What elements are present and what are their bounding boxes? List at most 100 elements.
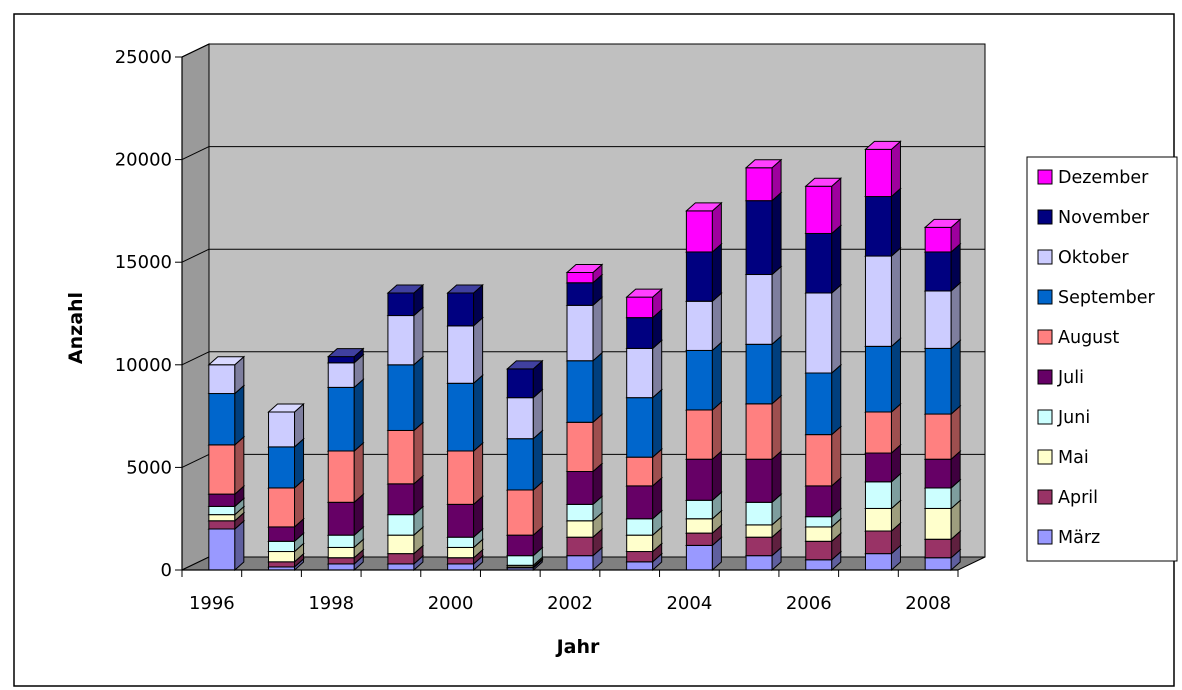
gridline-side xyxy=(181,248,210,263)
bar-front xyxy=(626,397,654,458)
bar-side xyxy=(532,480,543,537)
bar-front xyxy=(924,347,952,415)
bar-segment-November xyxy=(804,224,843,295)
bar-front xyxy=(387,553,415,565)
bar-segment-Oktober xyxy=(207,355,246,395)
bar-front xyxy=(745,343,773,405)
bar-front xyxy=(208,444,236,495)
bar-side xyxy=(652,339,663,399)
bar-segment-September xyxy=(505,429,544,492)
side-wall xyxy=(181,43,210,571)
bar-front xyxy=(864,255,892,347)
bar-front xyxy=(626,551,654,563)
bar-side xyxy=(234,384,245,446)
bar-segment-November xyxy=(505,359,544,399)
bar-front xyxy=(805,372,833,436)
bar-front xyxy=(864,530,892,555)
bar-segment-August xyxy=(565,413,604,473)
bar-front xyxy=(387,534,415,555)
y-tick-label: 25000 xyxy=(115,47,172,68)
bar-top xyxy=(386,284,425,294)
bar-front xyxy=(745,200,773,276)
bar-segment-Dezember xyxy=(804,177,843,235)
bar-segment-September xyxy=(625,388,664,459)
bar-segment-November xyxy=(386,283,425,317)
bar-front xyxy=(387,483,415,516)
legend-swatch xyxy=(1037,529,1053,545)
bar-front xyxy=(268,446,296,489)
bar-side xyxy=(890,140,901,198)
bar-front xyxy=(566,555,594,571)
bar-segment-Oktober xyxy=(267,402,305,448)
bar-front xyxy=(626,296,654,319)
bar-front xyxy=(506,397,534,440)
bar-stack-1998 xyxy=(326,347,365,572)
legend-item-September: September xyxy=(1037,288,1156,308)
bar-front xyxy=(745,274,773,345)
bar-front xyxy=(327,356,355,364)
bar-segment-November xyxy=(864,187,902,258)
bar-front xyxy=(626,456,654,487)
bar-front xyxy=(745,536,773,557)
bar-front xyxy=(447,292,475,327)
bar-front xyxy=(268,487,296,528)
bar-side xyxy=(711,292,722,352)
legend-label: April xyxy=(1058,488,1098,508)
bar-stack-2000 xyxy=(446,283,484,572)
bar-front xyxy=(327,362,355,388)
bar-front xyxy=(685,532,713,546)
legend-label: November xyxy=(1058,208,1150,228)
legend-item-Juli: Juli xyxy=(1037,368,1084,388)
axes: 0 5000 10000 15000 20000 25000 1996 1998 2000 200… xyxy=(115,47,959,614)
bar-front xyxy=(685,518,713,534)
x-tick-label: 2006 xyxy=(786,593,832,614)
bar-front xyxy=(685,251,713,302)
legend-label: Oktober xyxy=(1058,248,1129,268)
bar-front xyxy=(864,507,892,532)
bar-stack-1997 xyxy=(267,402,305,572)
bar-front xyxy=(626,561,654,571)
bar-top xyxy=(505,360,544,370)
bar-front xyxy=(685,300,713,351)
bar-front xyxy=(745,524,773,538)
bar-side xyxy=(592,413,603,473)
bar-side xyxy=(771,335,782,405)
bar-front xyxy=(924,251,952,292)
y-axis-label: Anzahl xyxy=(65,292,87,364)
bar-segment-August xyxy=(744,394,783,461)
bar-stack-2005 xyxy=(744,158,783,572)
bar-front xyxy=(208,528,236,571)
bar-segment-Dezember xyxy=(744,158,783,202)
bar-front xyxy=(685,210,713,253)
bar-side xyxy=(473,316,484,385)
bar-segment-September xyxy=(804,363,843,436)
bar-side xyxy=(771,191,782,276)
bar-top xyxy=(685,202,723,212)
bar-front xyxy=(745,555,773,571)
legend-label: August xyxy=(1058,328,1119,348)
bar-front xyxy=(506,489,534,536)
x-axis-label: Jahr xyxy=(555,636,600,658)
bar-front xyxy=(685,409,713,460)
bar-front xyxy=(805,292,833,374)
bar-front xyxy=(745,403,773,460)
legend-swatch xyxy=(1037,289,1053,305)
bar-segment-Dezember xyxy=(625,287,664,319)
bar-front xyxy=(447,325,475,384)
legend-item-November: November xyxy=(1037,208,1150,228)
bar-stack-2003 xyxy=(625,287,664,572)
bar-side xyxy=(831,363,842,436)
gridline-side xyxy=(181,146,210,161)
bar-segment-August xyxy=(326,441,365,504)
bar-front xyxy=(864,345,892,413)
bar-front xyxy=(208,505,236,516)
legend-item-Dezember: Dezember xyxy=(1037,168,1149,188)
bar-front xyxy=(208,514,236,522)
bar-front xyxy=(805,485,833,518)
gridline-side xyxy=(181,43,210,58)
bar-front xyxy=(268,540,296,553)
bar-front xyxy=(506,534,534,557)
bar-side xyxy=(413,306,424,366)
bar-front xyxy=(268,561,296,568)
legend-swatch xyxy=(1037,329,1053,345)
